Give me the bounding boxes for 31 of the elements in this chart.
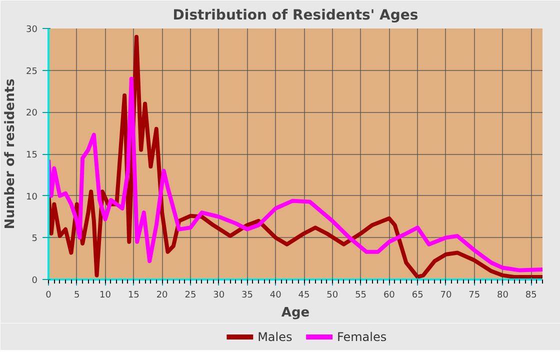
x-tick-label: 60 <box>383 290 396 300</box>
x-tick-label: 65 <box>412 290 424 300</box>
y-tick-label: 20 <box>26 108 38 119</box>
legend-label: Males <box>258 330 292 344</box>
y-tick-label: 15 <box>26 150 38 160</box>
x-tick-label: 25 <box>184 290 196 300</box>
y-tick-label: 0 <box>32 276 38 286</box>
y-tick-label: 30 <box>26 25 38 35</box>
y-tick-label: 5 <box>32 234 38 244</box>
x-tick-label: 10 <box>100 290 112 300</box>
x-tick-label: 75 <box>468 290 480 300</box>
y-tick-label: 10 <box>26 192 38 202</box>
line-series <box>48 76 542 272</box>
x-tick-label: 45 <box>298 290 310 300</box>
x-tick-label: 80 <box>497 290 509 300</box>
x-tick-label: 5 <box>74 290 80 300</box>
x-tick-label: 15 <box>128 290 140 300</box>
chart-title: Distribution of Residents' Ages <box>172 8 418 24</box>
x-tick-label: 85 <box>525 290 537 300</box>
x-tick-label: 20 <box>156 290 168 300</box>
x-tick-label: 40 <box>270 290 282 300</box>
x-tick-label: 35 <box>242 290 253 300</box>
x-tick-label: 70 <box>440 290 452 300</box>
x-tick-label: 50 <box>326 290 338 300</box>
x-axis-title: Age <box>281 306 310 320</box>
x-tick-label: 55 <box>355 290 367 300</box>
y-axis-title: Number of residents <box>3 78 18 230</box>
y-tick-label: 25 <box>26 66 38 77</box>
legend-label: Females <box>336 330 387 344</box>
x-tick-label: 0 <box>46 290 52 300</box>
x-tick-label: 30 <box>213 290 225 300</box>
